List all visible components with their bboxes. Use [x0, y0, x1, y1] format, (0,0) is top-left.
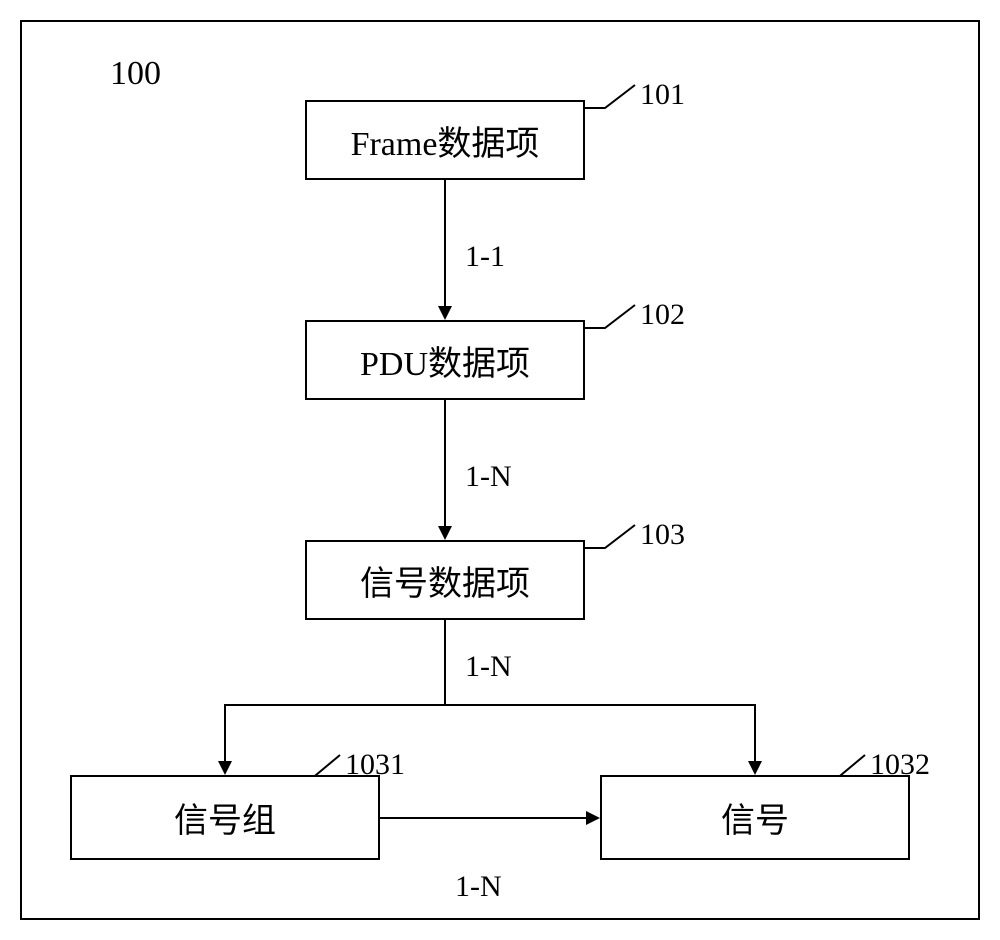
edge-signal-split-left: [225, 620, 445, 763]
ref-label-102: 102: [640, 298, 685, 332]
arrow-pdu-signal: [438, 526, 452, 540]
flowchart-diagram: 100 Frame数据项: [0, 0, 1000, 940]
edge-label-group-signal: 1-N: [455, 870, 502, 904]
ref-label-1032: 1032: [870, 748, 930, 782]
arrow-frame-pdu: [438, 306, 452, 320]
node-signal-label: 信号: [721, 793, 789, 842]
node-signal-group-label: 信号组: [174, 793, 276, 842]
node-frame-item: Frame数据项: [305, 100, 585, 180]
arrow-signal-group: [218, 761, 232, 775]
arrow-group-signal: [586, 811, 600, 825]
edge-label-frame-pdu: 1-1: [465, 240, 505, 274]
node-frame-item-label: Frame数据项: [351, 116, 540, 165]
ref-label-103: 103: [640, 518, 685, 552]
node-signal: 信号: [600, 775, 910, 860]
arrow-signal-signal: [748, 761, 762, 775]
ref-tick-102: [585, 305, 635, 328]
node-pdu-item-label: PDU数据项: [360, 336, 530, 385]
edge-signal-split-right: [445, 705, 755, 763]
node-signal-group: 信号组: [70, 775, 380, 860]
edge-label-signal-split: 1-N: [465, 650, 512, 684]
ref-label-101: 101: [640, 78, 685, 112]
edge-label-pdu-signal: 1-N: [465, 460, 512, 494]
node-signal-item-label: 信号数据项: [360, 556, 530, 605]
node-pdu-item: PDU数据项: [305, 320, 585, 400]
node-signal-item: 信号数据项: [305, 540, 585, 620]
ref-label-1031: 1031: [345, 748, 405, 782]
ref-tick-103: [585, 525, 635, 548]
ref-tick-101: [585, 85, 635, 108]
